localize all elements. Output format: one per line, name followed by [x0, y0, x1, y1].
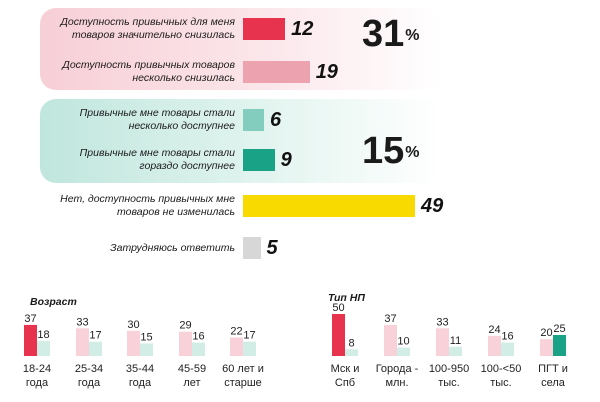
column-value-2: 15: [140, 331, 152, 343]
column-category-label: 18-24: [23, 363, 51, 375]
bar-value: 6: [270, 109, 282, 131]
column-category-label: 45-59: [178, 363, 206, 375]
column-series-1: [76, 328, 89, 356]
positive-total-value: 15: [362, 130, 405, 172]
column-series-2: [501, 342, 514, 356]
age-bar-chart: 371818-24года331725-34года301535-44года2…: [23, 313, 264, 389]
bar: [243, 149, 275, 171]
column-series-1: [24, 324, 37, 356]
bar-label-line: Затрудняюсь ответить: [110, 241, 235, 254]
column-value-2: 10: [397, 336, 409, 348]
column-category-label: 60 лет и: [222, 363, 264, 375]
negative-total: 31%: [362, 14, 420, 54]
positive-total: 15%: [362, 131, 420, 171]
increase-group-background: [40, 99, 442, 183]
bar-label: Доступность привычных товаров несколько с…: [35, 59, 235, 85]
settlement-section-title: Тип НП: [328, 292, 365, 304]
column-value-2: 11: [450, 335, 461, 347]
column-category-label: лет: [183, 377, 200, 389]
column-series-2: [192, 342, 205, 356]
bar: [243, 18, 286, 40]
column-series-2: [449, 346, 462, 356]
column-series-1: [540, 339, 553, 356]
column-series-2: [37, 340, 50, 356]
column-series-1: [230, 337, 243, 356]
bar-value: 49: [421, 195, 444, 217]
column-value-1: 33: [76, 316, 88, 328]
bar-label-line: несколько снизилась: [132, 72, 235, 84]
column-series-1: [332, 314, 345, 356]
positive-total-unit: %: [405, 144, 420, 161]
column-series-2: [140, 343, 153, 356]
bar: [243, 195, 415, 217]
column-category-label: 100-950: [429, 363, 469, 375]
column-value-2: 16: [192, 331, 204, 343]
column-category-label: Спб: [335, 377, 355, 389]
column-value-2: 17: [243, 330, 255, 342]
decrease-group-background: [40, 8, 442, 90]
bar: [243, 109, 265, 131]
bar-label-line: гораздо доступнее: [139, 160, 235, 172]
column-category-label: Города -: [376, 363, 419, 375]
bar-label-line: Нет, доступность привычных мне: [60, 193, 235, 205]
column-category-label: года: [26, 377, 49, 389]
bar-label: Нет, доступность привычных мне товаров не…: [35, 193, 235, 219]
column-value-1: 33: [436, 316, 448, 328]
column-value-1: 29: [179, 320, 191, 332]
column-category-label: старше: [224, 377, 262, 389]
age-section-title: Возраст: [30, 296, 77, 308]
column-value-2: 16: [501, 331, 513, 343]
bar-label-line: Доступность привычных товаров: [62, 59, 235, 71]
column-category-label: Мск и: [331, 363, 360, 375]
column-category-label: села: [541, 377, 566, 389]
column-series-1: [179, 331, 192, 356]
bar-label: Привычные мне товары стали несколько дост…: [35, 107, 235, 133]
column-category-label: ПГТ и: [538, 363, 568, 375]
bar-label-line: Привычные мне товары стали: [79, 107, 235, 119]
column-category-label: года: [78, 377, 101, 389]
column-category-label: тыс.: [438, 377, 460, 389]
column-value-1: 20: [540, 327, 552, 339]
column-category-label: 25-34: [75, 363, 103, 375]
column-value-2: 25: [553, 323, 565, 335]
column-value-1: 37: [384, 313, 396, 325]
bar-value: 5: [266, 237, 278, 259]
column-series-1: [127, 330, 140, 356]
column-value-1: 24: [488, 324, 500, 336]
negative-total-unit: %: [405, 27, 420, 44]
column-value-2: 8: [348, 337, 354, 349]
column-series-1: [436, 328, 449, 356]
column-value-1: 30: [127, 319, 139, 331]
column-category-label: года: [129, 377, 152, 389]
bar-label: Затрудняюсь ответить: [35, 242, 235, 255]
column-category-label: млн.: [385, 377, 408, 389]
column-series-1: [384, 324, 397, 356]
bar: [243, 237, 261, 259]
bar-value: 19: [315, 61, 338, 83]
column-category-label: 35-44: [126, 363, 154, 375]
negative-total-value: 31: [362, 13, 405, 55]
bar-label-line: Доступность привычных для меня: [60, 16, 235, 28]
bar-value: 9: [280, 149, 292, 171]
column-series-2: [553, 335, 566, 356]
column-value-1: 37: [24, 313, 36, 325]
column-value-1: 22: [230, 326, 242, 338]
column-category-label: 100-<50: [481, 363, 522, 375]
bar-value: 12: [291, 18, 314, 40]
column-series-1: [488, 335, 501, 356]
bar-label: Доступность привычных для меня товаров зн…: [35, 16, 235, 42]
bar: [243, 61, 310, 83]
column-value-2: 18: [37, 329, 49, 341]
bar-label-line: товаров не изменилась: [117, 206, 235, 218]
bar-label-line: товаров значительно снизилась: [71, 29, 235, 41]
bar-label: Привычные мне товары стали гораздо доступ…: [35, 147, 235, 173]
column-series-2: [243, 341, 256, 356]
column-category-label: тыс.: [490, 377, 512, 389]
column-series-2: [345, 349, 358, 356]
column-value-2: 17: [89, 330, 101, 342]
bar-label-line: Привычные мне товары стали: [79, 147, 235, 159]
column-series-2: [397, 347, 410, 356]
bar-label-line: несколько доступнее: [128, 120, 235, 132]
column-series-2: [89, 341, 102, 356]
